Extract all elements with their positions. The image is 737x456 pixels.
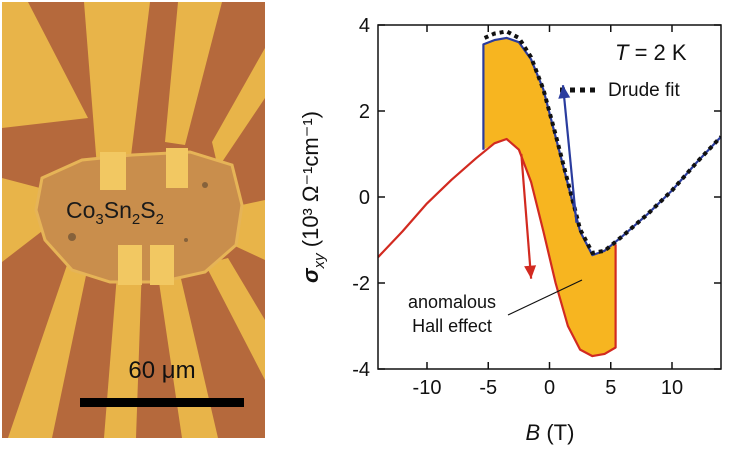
sweep-arrowhead-1: [524, 265, 537, 279]
x-tick-label: 5: [605, 377, 616, 399]
electrode-top-left-edge: [2, 2, 88, 128]
speck: [202, 182, 208, 188]
y-tick-label: -4: [352, 359, 370, 381]
annotation-line2: Hall effect: [412, 316, 492, 336]
temperature-label: T = 2 K: [615, 40, 687, 65]
electrode-bottom-right: [205, 258, 265, 380]
hysteresis-fill-right: [592, 244, 616, 357]
scale-bar-label: 60 μm: [128, 357, 195, 384]
electrode-bottom-center-left: [104, 262, 142, 438]
y-tick-label: 0: [359, 187, 370, 209]
x-tick-label: 0: [544, 377, 555, 399]
annotation-line1: anomalous: [408, 292, 496, 312]
sweep-arrowhead-2: [558, 85, 571, 99]
y-tick-label: -2: [352, 273, 370, 295]
electrode-top-center: [84, 2, 150, 180]
series-line-red: [378, 137, 617, 358]
y-axis-ticks: -4 -2 0 2 4: [352, 15, 721, 381]
y-tick-label: 4: [359, 15, 370, 37]
sweep-arrow-1: [520, 153, 533, 279]
speck: [68, 233, 76, 241]
legend-drude-label: Drude fit: [608, 80, 681, 101]
crystal-specks: [68, 182, 208, 242]
y-axis-label: σxy (10³ Ω⁻¹cm⁻¹): [298, 111, 328, 283]
finger-2: [166, 148, 188, 188]
sweep-arrow-2: [561, 85, 578, 223]
sample-label: Co3Sn2S2: [66, 197, 164, 228]
chart-panel: -10 -5 0 5 10 -4 -2 0 2 4 B (T) σxy (10³ Ω⁻¹cm⁻¹…: [298, 15, 722, 445]
hysteresis-fill: [483, 37, 616, 357]
electrode-top-right: [165, 2, 222, 145]
sample-crystal: [34, 150, 244, 284]
finger-1: [100, 152, 126, 190]
finger-4: [150, 245, 174, 285]
finger-3: [118, 245, 142, 285]
micrograph-panel: Co3Sn2S2 60 μm: [2, 2, 265, 438]
contact-fingers: [100, 148, 188, 285]
scale-bar: [80, 398, 244, 407]
electrode-bottom-center-right: [156, 262, 218, 438]
plot-area: [378, 29, 721, 358]
x-tick-label: 10: [661, 377, 683, 399]
electrode-bottom-left: [8, 262, 88, 438]
x-axis-ticks: -10 -5 0 5 10: [413, 25, 683, 399]
annotation-pointer: [507, 279, 583, 316]
x-tick-label: -5: [479, 377, 497, 399]
speck: [184, 238, 188, 242]
x-tick-label: -10: [413, 377, 442, 399]
electrode-right-upper: [212, 48, 265, 168]
y-tick-label: 2: [359, 101, 370, 123]
x-axis-label: B (T): [526, 420, 575, 445]
